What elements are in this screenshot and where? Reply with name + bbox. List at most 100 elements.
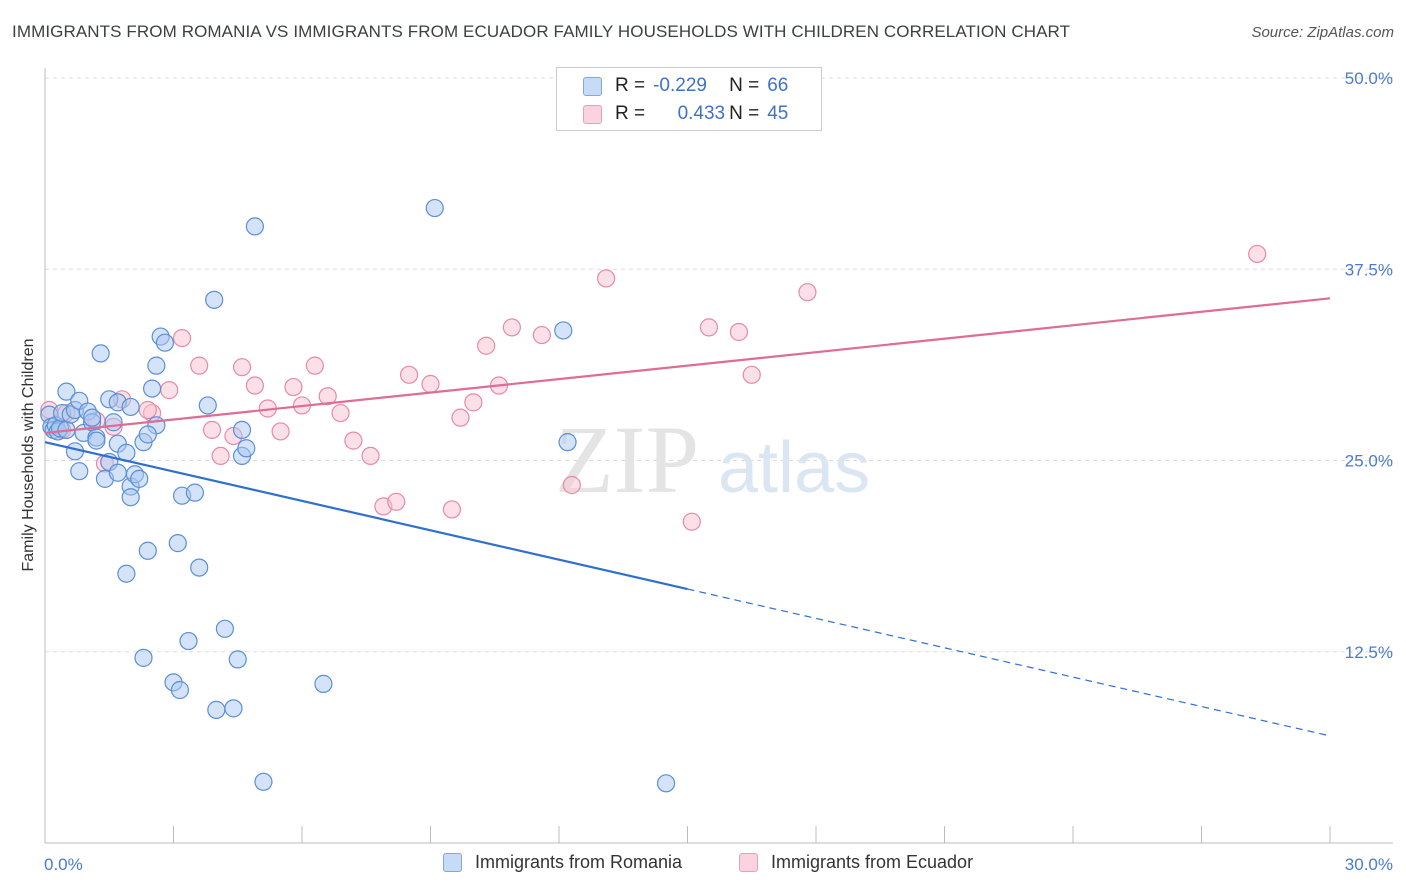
ecuador-point <box>361 446 380 466</box>
romania-point <box>155 333 175 352</box>
ecuador-point <box>344 431 363 450</box>
legend-r-label: R = <box>615 103 646 124</box>
romania-point <box>134 648 153 667</box>
ecuador-point <box>421 374 440 394</box>
series-legend: Immigrants from Romania Immigrants from … <box>0 852 1406 878</box>
romania-point <box>254 772 273 791</box>
romania-point <box>205 290 224 309</box>
ecuador-point <box>138 400 157 420</box>
legend-n-value-ecuador: 45 <box>767 103 789 124</box>
romania-point <box>108 463 127 482</box>
ecuador-point <box>318 387 337 406</box>
watermark: ZIP atlas <box>555 406 870 513</box>
ecuador-point <box>387 492 406 511</box>
romania-point <box>554 321 573 340</box>
romania-trendline <box>44 441 688 591</box>
ecuador-point <box>442 500 462 519</box>
romania-point <box>245 217 264 236</box>
series-label-romania: Immigrants from Romania <box>475 852 683 872</box>
legend-n-value-romania: 66 <box>767 75 789 96</box>
romania-point <box>237 439 256 458</box>
legend-swatch-romania <box>583 76 602 96</box>
ecuador-point <box>742 365 761 384</box>
romania-point <box>91 344 110 363</box>
y-tick-label: 37.5% <box>1345 260 1393 279</box>
ecuador-point <box>172 329 192 348</box>
ecuador-point <box>729 322 749 342</box>
axes <box>44 68 1393 844</box>
romania-point <box>198 396 217 415</box>
romania-point <box>138 541 157 560</box>
source-credit: Source: ZipAtlas.com <box>1251 24 1394 41</box>
series-swatch-romania <box>443 853 462 872</box>
romania-point <box>224 699 243 718</box>
romania-point <box>117 564 136 583</box>
romania-point <box>314 674 333 693</box>
ecuador-point <box>245 376 264 395</box>
ecuador-point <box>284 377 303 397</box>
romania-point <box>170 680 190 700</box>
ecuador-point <box>502 318 521 337</box>
romania-point <box>558 433 577 452</box>
ecuador-point <box>464 393 483 412</box>
romania-point <box>138 425 157 444</box>
romania-point <box>207 700 226 719</box>
series-legend-ecuador: Immigrants from Ecuador <box>739 852 973 873</box>
romania-point <box>228 650 247 669</box>
correlation-legend: R = -0.229 N = 66 R = 0.433 N = 45 <box>556 67 822 131</box>
ecuador-point <box>160 381 179 400</box>
legend-n-label: N = <box>729 75 760 96</box>
legend-swatch-ecuador <box>583 104 602 124</box>
y-tick-label: 12.5% <box>1345 643 1393 662</box>
ecuador-point <box>597 269 616 288</box>
romania-trendline-extension <box>687 588 1331 737</box>
romania-point <box>656 774 676 793</box>
legend-r-value-ecuador: 0.433 <box>677 103 726 124</box>
ecuador-point <box>1248 244 1267 264</box>
legend-r-value-romania: -0.229 <box>653 75 707 96</box>
ecuador-point <box>798 283 817 302</box>
legend-n-label: N = <box>729 103 760 124</box>
ecuador-trendline <box>44 297 1331 435</box>
romania-point <box>142 379 162 398</box>
romania-point <box>185 483 205 502</box>
romania-point <box>147 356 166 375</box>
romania-point <box>121 488 140 507</box>
ecuador-point <box>682 512 701 531</box>
ecuador-point <box>271 422 290 441</box>
romania-point <box>57 382 76 401</box>
ecuador-point <box>232 358 252 377</box>
ecuador-point <box>202 420 222 439</box>
trendlines <box>44 297 1331 737</box>
romania-point <box>179 631 198 651</box>
x-tick-label: 30.0% <box>1345 855 1393 874</box>
romania-point <box>83 408 102 427</box>
ecuador-point <box>699 318 719 337</box>
ecuador-point <box>451 408 470 427</box>
ecuador-point <box>532 325 551 345</box>
legend-r-label: R = <box>615 75 646 96</box>
series-label-ecuador: Immigrants from Ecuador <box>771 852 974 872</box>
watermark-zip: ZIP <box>555 406 699 513</box>
ecuador-point <box>477 336 496 355</box>
romania-point <box>232 420 252 439</box>
ecuador-point <box>331 403 350 423</box>
y-tick-label: 50.0% <box>1345 69 1393 88</box>
watermark-atlas: atlas <box>718 428 870 508</box>
tick-labels: 12.5% 25.0% 37.5% 50.0% 0.0% 30.0% <box>44 69 1393 874</box>
romania-point <box>168 534 187 553</box>
ecuador-point <box>190 356 209 375</box>
romania-point <box>87 431 106 450</box>
romania-point <box>190 558 209 577</box>
chart-title: IMMIGRANTS FROM ROMANIA VS IMMIGRANTS FR… <box>12 22 1071 41</box>
ecuador-point <box>211 446 230 466</box>
romania-point <box>70 462 89 481</box>
romania-point <box>130 469 149 488</box>
ecuador-point <box>562 475 581 495</box>
ecuador-point <box>399 365 419 384</box>
romania-point <box>425 198 444 218</box>
ecuador-point <box>305 356 324 375</box>
legend-row-ecuador: R = 0.433 N = 45 <box>557 101 788 127</box>
romania-point <box>215 619 234 638</box>
